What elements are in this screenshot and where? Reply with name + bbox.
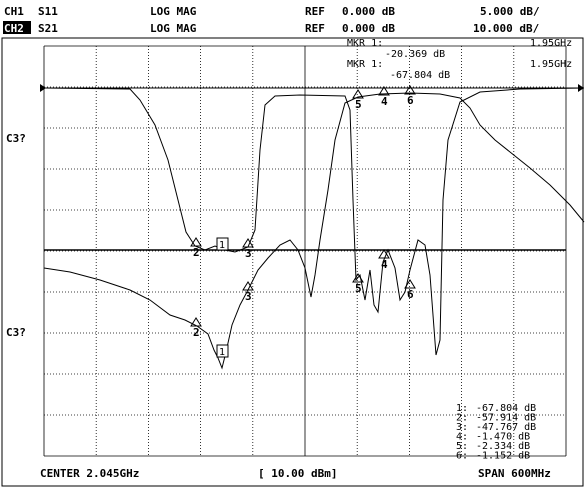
table-value: -47.767 dB [476,422,536,433]
ref-label: REF [305,22,325,35]
marker-number: 2 [193,246,200,259]
marker-label: MKR 1: [347,59,383,70]
marker-freq: 1.95GHz [530,38,572,49]
side-label: C3? [6,132,26,145]
marker-freq: 1.95GHz [530,59,572,70]
marker-number: 6 [407,288,414,301]
table-num: 5: [456,441,468,452]
marker-box [216,344,229,358]
marker-number: 1 [219,347,225,358]
marker-number: 3 [245,290,252,303]
channel: CH2 [4,22,24,35]
marker-triangle [404,85,416,95]
channel: CH1 [4,5,24,18]
marker-value: -20.369 dB [385,49,445,60]
table-value: -1.152 dB [476,451,530,462]
s11-trace [43,87,585,356]
marker-number: 4 [381,95,388,108]
channel-highlight [3,21,31,34]
table-value: -57.914 dB [476,413,536,424]
marker-triangle [404,279,416,289]
param: S21 [38,22,58,35]
marker-value: -67.804 dB [390,70,450,81]
table-num: 6: [456,451,468,462]
center-freq: CENTER 2.045GHz [40,467,139,480]
format: LOG MAG [150,5,197,18]
marker-triangle [378,249,390,259]
table-num: 1: [456,403,468,414]
marker-box [216,237,229,251]
param: S11 [38,5,58,18]
ref: 0.000 dB [342,22,395,35]
table-num: 4: [456,432,468,443]
table-num: 3: [456,422,468,433]
marker-triangle [242,238,254,248]
table-value: -2.334 dB [476,441,530,452]
scale: 10.000 dB/ [473,22,540,35]
marker-triangle [352,273,364,283]
marker-number: 5 [355,98,362,111]
frame [1,37,584,487]
table-value: -1.470 dB [476,432,530,443]
marker-triangle [378,86,390,96]
marker-number: 6 [407,94,414,107]
table-value: -67.804 dB [476,403,536,414]
power: [ 10.00 dBm] [258,467,337,480]
marker-triangle [352,89,364,99]
side-label: C3? [6,326,26,339]
marker-number: 2 [193,326,200,339]
format: LOG MAG [150,22,197,35]
scale: 5.000 dB/ [480,5,540,18]
marker-triangle [190,237,202,247]
marker-number: 5 [355,282,362,295]
s21-trace [43,92,585,370]
span: SPAN 600MHz [478,467,551,480]
marker-table: 1: -67.804 dB 2: -57.914 dB 3: -47.767 dB 4: -1… [456,403,536,462]
ref: 0.000 dB [342,5,395,18]
marker-number: 1 [219,240,225,251]
marker-triangle [242,281,254,291]
trace-markers: 2 1 3 5 4 6 2 1 3 5 4 6 [190,85,416,358]
graticule [40,45,584,457]
ref-arrow [40,84,46,92]
marker-label: MKR 1: [347,38,383,49]
marker-number: 3 [245,247,252,260]
ref-label: REF [305,5,325,18]
marker-number: 4 [381,258,388,271]
table-num: 2: [456,413,468,424]
marker-triangle [190,317,202,327]
